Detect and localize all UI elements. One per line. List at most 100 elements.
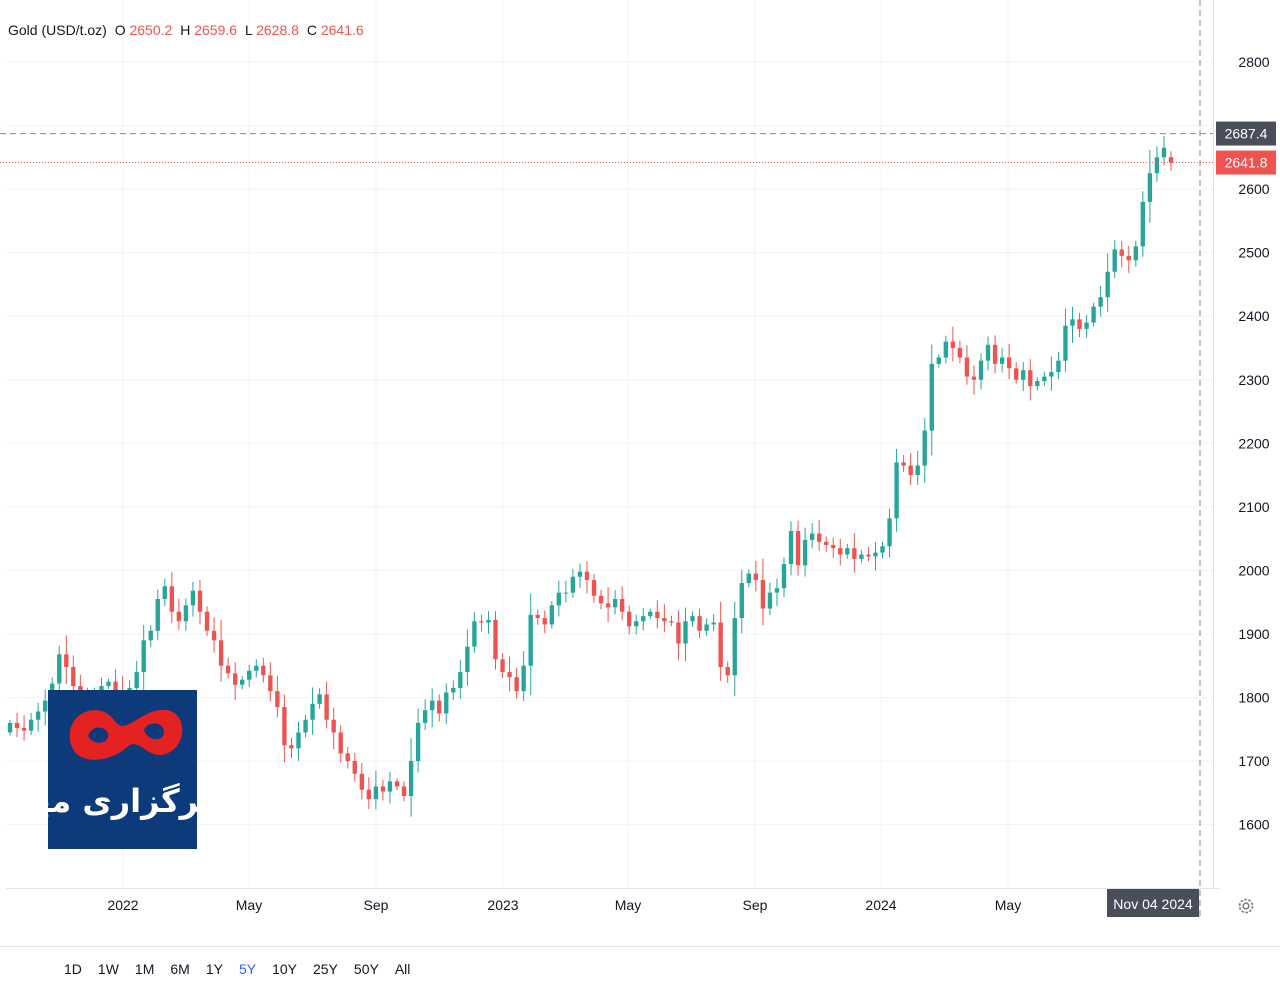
symbol-name: Gold (USD/t.oz): [8, 22, 107, 38]
range-button-all[interactable]: All: [394, 961, 411, 977]
range-button-1y[interactable]: 1Y: [205, 961, 223, 977]
candle-body: [268, 675, 273, 692]
candle-body: [28, 719, 34, 731]
candle-body: [1112, 249, 1117, 272]
candle: [7, 719, 13, 736]
y-tick-label: 2300: [1238, 372, 1269, 388]
last-price-box: [1216, 150, 1276, 175]
candle: [345, 746, 350, 769]
range-button-6m[interactable]: 6M: [170, 961, 190, 977]
candle: [936, 354, 941, 368]
candle-body: [141, 640, 146, 673]
candle: [655, 600, 660, 629]
candle: [373, 771, 379, 810]
range-button-10y[interactable]: 10Y: [272, 961, 297, 977]
candle: [669, 615, 674, 627]
candle: [162, 578, 167, 606]
candle-body: [718, 622, 723, 667]
high-value: 2659.6: [194, 22, 238, 38]
candle-body: [240, 679, 245, 685]
candle: [1105, 253, 1110, 312]
candle: [718, 601, 723, 681]
candle: [296, 721, 301, 761]
candle-body: [1105, 271, 1110, 298]
candle: [1006, 343, 1012, 380]
candle: [317, 688, 322, 709]
candle: [1049, 356, 1054, 391]
candle: [1161, 135, 1167, 166]
candle-body: [169, 586, 175, 612]
candle-body: [43, 700, 48, 712]
candle-body: [289, 745, 294, 749]
candle: [401, 781, 407, 802]
y-tick-label: 1700: [1238, 753, 1269, 769]
candle: [781, 557, 787, 598]
range-button-1w[interactable]: 1W: [97, 961, 119, 977]
candle-body: [528, 614, 533, 666]
range-button-1d[interactable]: 1D: [64, 961, 82, 977]
candle: [1035, 377, 1040, 391]
range-button-25y[interactable]: 25Y: [312, 961, 338, 977]
candle-body: [556, 592, 562, 606]
candle: [852, 533, 857, 573]
candle: [155, 589, 160, 641]
candle: [528, 593, 533, 696]
range-button-50y[interactable]: 50Y: [353, 961, 379, 977]
candle: [662, 604, 667, 633]
logo-text: خبرگزاری مهر: [48, 782, 197, 820]
mehr-news-logo: خبرگزاری مهر: [48, 690, 197, 849]
candle: [331, 707, 336, 750]
candle-body: [704, 624, 709, 631]
candle-body: [901, 462, 906, 466]
candle: [1140, 191, 1146, 257]
candle: [612, 590, 618, 615]
candle: [746, 569, 751, 588]
candle-body: [1119, 249, 1124, 256]
candle-body: [563, 592, 569, 594]
candle-body: [1077, 319, 1082, 329]
candle-body: [1042, 376, 1047, 382]
candle: [591, 574, 597, 603]
candle: [697, 608, 702, 639]
candle: [922, 418, 927, 483]
candle: [992, 335, 998, 374]
candle-body: [746, 573, 751, 584]
gear-icon[interactable]: [1236, 896, 1256, 916]
candle: [605, 587, 611, 623]
candle-body: [950, 341, 956, 348]
candle-body: [648, 611, 653, 617]
candle: [1014, 362, 1019, 384]
ohlc-legend: Gold (USD/t.oz) O 2650.2 H 2659.6 L 2628…: [8, 22, 364, 38]
candle-body: [401, 786, 407, 797]
candle: [359, 762, 364, 800]
candle-body: [802, 539, 808, 566]
candle: [1154, 146, 1160, 182]
candle: [352, 752, 357, 782]
candle-body: [113, 681, 118, 692]
candle: [148, 625, 153, 647]
candle: [704, 618, 709, 637]
y-tick-label: 2600: [1238, 181, 1269, 197]
range-button-1m[interactable]: 1M: [134, 961, 155, 977]
candle: [950, 326, 956, 362]
y-tick-label: 2100: [1238, 499, 1269, 515]
candle-body: [985, 344, 991, 361]
range-button-5y[interactable]: 5Y: [238, 961, 257, 977]
candle-body: [479, 621, 484, 623]
candle: [985, 336, 991, 371]
candle-body: [605, 603, 611, 608]
candle-body: [204, 611, 210, 631]
candle-body: [507, 672, 512, 678]
candle: [1112, 240, 1117, 278]
candle-body: [310, 703, 315, 720]
candle: [493, 611, 498, 670]
candle-body: [964, 357, 970, 377]
candle: [521, 651, 526, 701]
candle-body: [641, 616, 646, 622]
y-tick-label: 2200: [1238, 435, 1269, 451]
candle: [106, 678, 111, 690]
candle-body: [880, 546, 885, 553]
candle: [183, 598, 189, 631]
candle: [929, 344, 934, 456]
candle-body: [134, 672, 139, 688]
